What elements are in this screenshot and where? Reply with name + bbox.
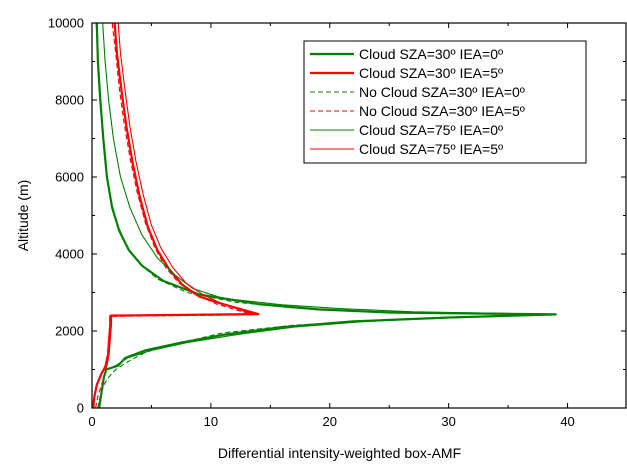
axis-tick-labels: 0 10 20 30 40 0 2000 4000 6000 8000 10000	[48, 16, 575, 430]
legend-box	[303, 40, 587, 164]
series-line-5	[98, 23, 557, 408]
legend-label: Cloud SZA=30º IEA=0º	[359, 46, 503, 62]
series-line-6	[92, 23, 254, 408]
x-axis-title: Differential intensity-weighted box-AMF	[218, 445, 461, 461]
legend: Cloud SZA=30º IEA=0º Cloud SZA=30º IEA=5º…	[303, 40, 587, 164]
series-line-4	[95, 23, 254, 408]
y-tick-label: 0	[77, 401, 84, 416]
y-tick-label: 10000	[48, 16, 84, 31]
x-tick-label: 0	[88, 414, 95, 429]
x-tick-label: 30	[441, 414, 455, 429]
legend-label: Cloud SZA=75º IEA=0º	[359, 122, 503, 138]
x-tick-label: 20	[323, 414, 337, 429]
x-tick-label: 40	[560, 414, 574, 429]
legend-label: No Cloud SZA=30º IEA=5º	[359, 103, 525, 119]
axis-ticks	[91, 22, 626, 409]
y-tick-label: 6000	[55, 170, 84, 185]
legend-label: Cloud SZA=75º IEA=5º	[359, 141, 503, 157]
legend-label: No Cloud SZA=30º IEA=0º	[359, 84, 525, 100]
x-tick-label: 10	[204, 414, 218, 429]
y-tick-label: 4000	[55, 247, 84, 262]
legend-label: Cloud SZA=30º IEA=5º	[359, 65, 503, 81]
y-tick-label: 2000	[55, 324, 84, 339]
series-layer	[92, 23, 557, 408]
y-tick-label: 8000	[55, 93, 84, 108]
y-axis-title: Altitude (m)	[15, 180, 31, 252]
